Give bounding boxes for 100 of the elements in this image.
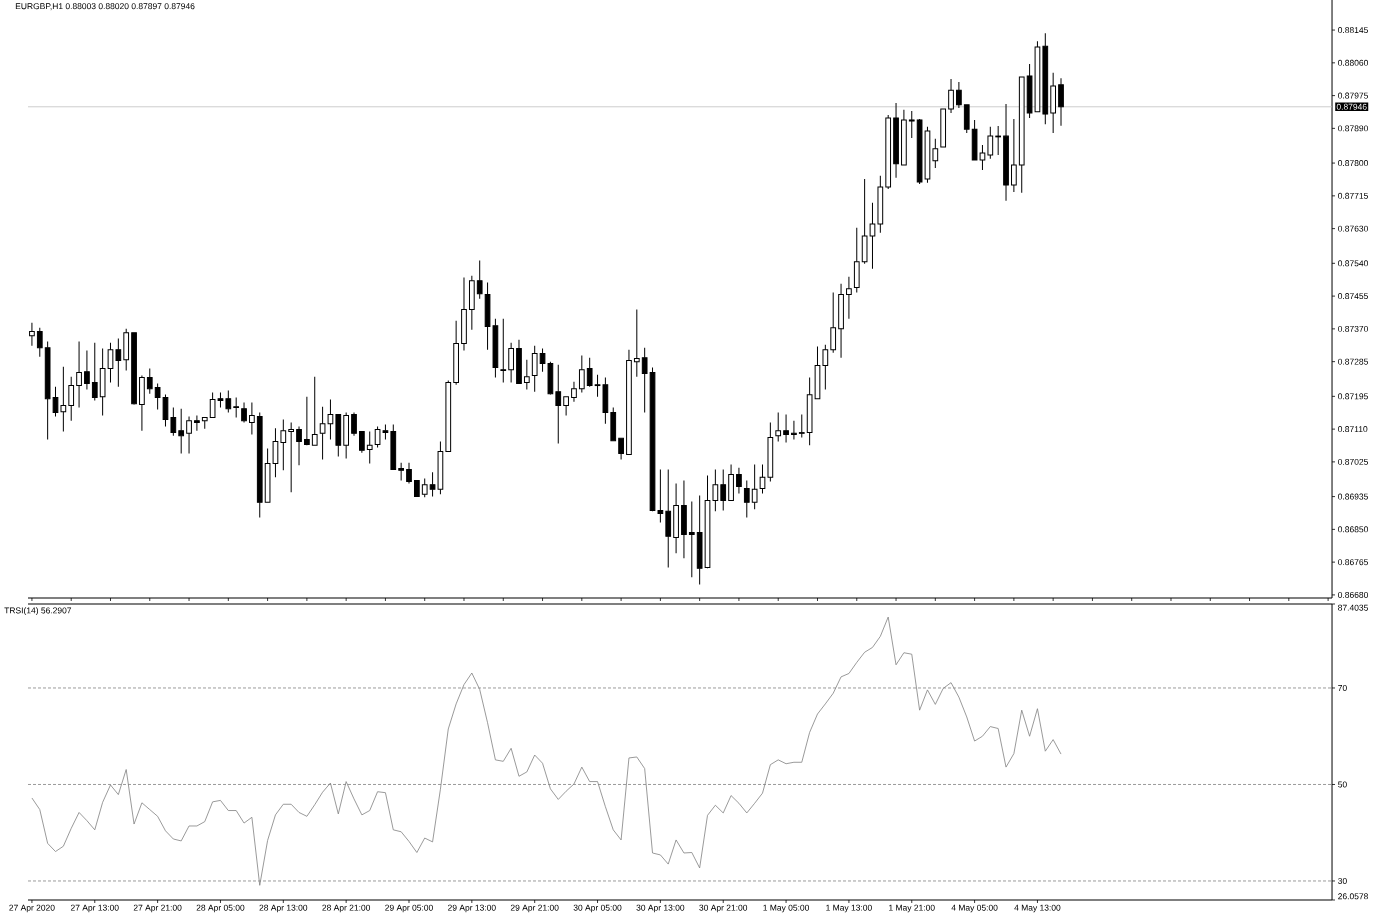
candlestick (995, 125, 1002, 156)
candlestick (1003, 103, 1009, 202)
candlestick (233, 397, 240, 419)
candlestick (846, 276, 852, 320)
y-tick-label: 0.87455 (1338, 293, 1368, 300)
candlestick (36, 327, 43, 358)
candlestick (288, 422, 295, 493)
candlestick (178, 408, 185, 454)
y-tick-label: 0.87195 (1338, 393, 1368, 400)
candlestick (1011, 118, 1017, 193)
candlestick (1050, 72, 1057, 134)
y-tick-label: 0.87370 (1338, 325, 1368, 332)
x-tick-label: 30 Apr 21:00 (699, 904, 748, 913)
candlestick (29, 322, 35, 347)
chart-title: TRSI(14) 56.2907 (4, 607, 72, 616)
candlestick (500, 318, 507, 383)
x-tick-label: 28 Apr 21:00 (322, 904, 371, 913)
candlestick (665, 469, 672, 569)
x-tick-label: 29 Apr 13:00 (448, 904, 496, 913)
candlestick (296, 425, 302, 466)
y-tick-label: 30 (1338, 877, 1347, 884)
candlestick (115, 338, 122, 388)
x-tick-label: 1 May 13:00 (826, 904, 872, 913)
x-tick-label: 4 May 05:00 (951, 904, 998, 913)
candlestick (366, 430, 373, 464)
x-tick-label: 30 Apr 13:00 (636, 904, 685, 913)
candlestick (736, 467, 742, 495)
candlestick (830, 292, 837, 354)
x-tick-label: 27 Apr 21:00 (133, 904, 182, 913)
candlestick (186, 415, 192, 454)
chart-title: EURGBP,H1 0.88003 0.88020 0.87897 0.87946 (15, 3, 195, 11)
x-tick-label: 30 Apr 05:00 (573, 904, 622, 913)
y-tick-label: 50 (1338, 781, 1347, 788)
y-tick-label: 0.87715 (1338, 192, 1368, 199)
candlestick (476, 260, 483, 300)
candlestick (123, 328, 130, 372)
candlestick (893, 102, 899, 179)
candlestick (508, 342, 514, 383)
y-tick-label: 0.87800 (1338, 160, 1368, 167)
candlestick (688, 501, 695, 578)
candlestick (225, 390, 232, 414)
candlestick (1058, 77, 1064, 127)
x-tick-label: 28 Apr 05:00 (196, 904, 245, 913)
candlestick (633, 309, 640, 378)
candlestick (531, 345, 538, 393)
candlestick (932, 138, 939, 169)
candlestick (877, 175, 884, 234)
x-tick-label: 27 Apr 13:00 (70, 904, 119, 913)
candlestick (948, 78, 954, 114)
candlestick (76, 341, 82, 409)
y-tick-label: 0.88145 (1338, 27, 1368, 34)
candlestick (398, 462, 404, 481)
y-tick-label: 70 (1338, 684, 1347, 691)
y-tick-label: 0.87975 (1338, 92, 1368, 99)
y-tick-label: 0.87540 (1338, 260, 1368, 267)
x-tick-label: 29 Apr 21:00 (510, 904, 559, 913)
candlestick (956, 81, 962, 109)
candlestick (139, 375, 145, 432)
x-tick-label: 4 May 13:00 (1014, 904, 1061, 913)
candlestick (743, 479, 750, 518)
candlestick (798, 413, 805, 439)
candlestick (84, 349, 90, 390)
candlestick (461, 277, 467, 351)
candlestick (571, 381, 577, 403)
candlestick (280, 418, 287, 471)
candlestick (791, 420, 797, 441)
candlestick (853, 227, 860, 294)
x-tick-label: 27 Apr 2020 (9, 904, 55, 913)
candlestick (822, 344, 829, 390)
x-tick-label: 29 Apr 05:00 (385, 904, 433, 913)
candlestick (696, 494, 703, 585)
y-tick-label: 0.86765 (1338, 559, 1368, 566)
x-tick-label: 1 May 05:00 (763, 904, 810, 913)
candlestick (673, 482, 679, 554)
candlestick (885, 114, 892, 190)
candlestick (351, 412, 357, 437)
candlestick (783, 413, 789, 444)
candlestick (681, 479, 687, 559)
candlestick (838, 283, 844, 359)
y-tick-label: 0.88060 (1338, 59, 1368, 66)
y-tick-label: 0.86850 (1338, 526, 1368, 533)
y-tick-label: 0.87890 (1338, 125, 1368, 132)
candlestick (249, 402, 255, 436)
ref-line-label: 0.87946 (1336, 103, 1367, 110)
candlestick (453, 320, 459, 386)
candlestick (555, 364, 562, 444)
y-tick-label: 0.86680 (1338, 591, 1368, 598)
y-tick-label: 26.0578 (1338, 893, 1368, 900)
candlestick (68, 376, 75, 422)
candlestick (91, 342, 98, 402)
y-tick-label: 0.87285 (1338, 358, 1368, 365)
y-tick-label: 0.86935 (1338, 493, 1368, 500)
candlestick (987, 126, 994, 160)
candlestick (194, 415, 200, 432)
candlestick (468, 275, 475, 331)
y-tick-label: 0.87025 (1338, 458, 1368, 465)
candlestick (586, 357, 593, 387)
candlestick (241, 402, 247, 424)
x-tick-label: 28 Apr 13:00 (259, 904, 308, 913)
candlestick (641, 347, 648, 414)
